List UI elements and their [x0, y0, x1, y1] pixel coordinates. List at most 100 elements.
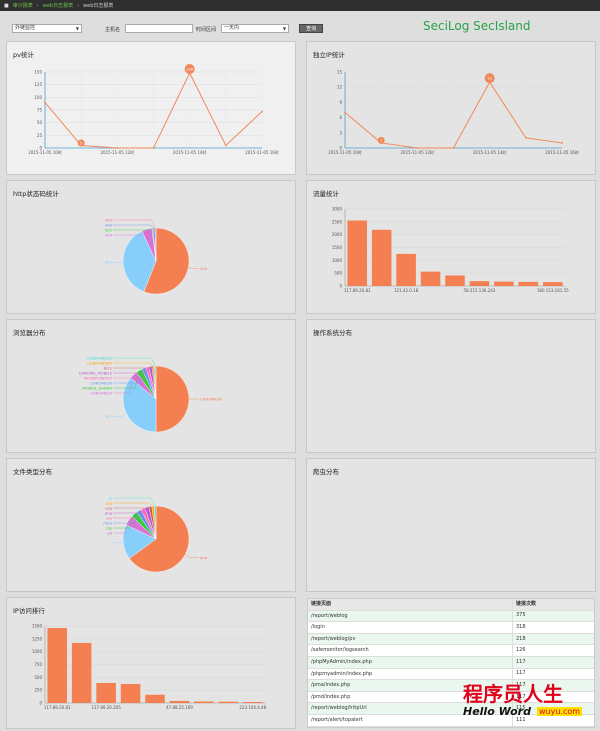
- breadcrumb-item[interactable]: web日志报表: [42, 3, 74, 9]
- x-tick-label: 47.88.25.169: [166, 705, 193, 710]
- slice-label: html: [103, 520, 112, 525]
- marker-bubble: [484, 73, 495, 84]
- os-chart: IOS9_IPHONEIOS8_IPHONEWINDOWS_XPWINDOWS_…: [307, 320, 597, 454]
- bar: [396, 253, 416, 286]
- audit-type-select[interactable]: 外链监控 ▼: [12, 24, 82, 33]
- table-row[interactable]: /report/alert/topalert 111: [308, 714, 594, 727]
- x-tick-label: 2015-11-05 12时: [401, 149, 435, 155]
- panel-title: http状态码统计: [13, 190, 59, 198]
- ip-chart: 0 3 6 9 12 15 2015-11-05 10时 2015-11-05 12时 2015…: [328, 70, 579, 156]
- bar: [243, 701, 263, 703]
- breadcrumb-item[interactable]: 审计报表: [12, 3, 33, 9]
- count-cell: 126: [516, 647, 526, 654]
- count-cell: 218: [516, 635, 526, 642]
- y-tick-label: 50: [37, 120, 43, 125]
- x-tick-label: 2015-11-05 16时: [545, 149, 579, 155]
- marker-label: 13: [487, 76, 491, 80]
- y-tick-label: 3: [339, 130, 342, 135]
- table-row[interactable]: /report/weblog/pv 218: [308, 633, 594, 646]
- slice-label: IE7: [106, 414, 113, 419]
- label-leader: [113, 412, 127, 417]
- y-tick-label: 1000: [332, 258, 343, 263]
- table-header: 链接页面 链接次数: [308, 599, 594, 611]
- y-tick-label: 1250: [32, 636, 43, 641]
- count-cell: 115: [516, 705, 526, 712]
- y-tick-label: 150: [34, 70, 42, 75]
- pie-slice: [154, 505, 157, 540]
- host-input[interactable]: [125, 24, 193, 33]
- data-point: [416, 147, 419, 149]
- x-tick-label: 58.215.136.243: [464, 288, 496, 293]
- y-tick-label: 12: [337, 85, 343, 90]
- url-cell: /login: [308, 622, 513, 633]
- chevron-down-icon: ▼: [75, 26, 79, 31]
- bar: [47, 628, 67, 703]
- table-row[interactable]: /login 318: [308, 622, 594, 634]
- data-point: [152, 147, 155, 149]
- y-tick-label: 0: [339, 284, 342, 289]
- count-cell: 318: [516, 623, 526, 630]
- y-tick-label: 9: [339, 100, 342, 105]
- range-select[interactable]: 一天内 ▼: [221, 24, 289, 33]
- label-leader: [113, 357, 156, 367]
- slice-label: QQBROWSER: [87, 355, 113, 360]
- slice-label: jpg: [105, 500, 112, 505]
- url-table: 链接页面 链接次数 /report/weblog 375/login 318/rep…: [307, 598, 595, 728]
- x-tick-label: 2015-11-05 12时: [101, 149, 135, 155]
- marker-label: 148: [186, 67, 193, 71]
- audit-type-value: 外链监控: [15, 25, 36, 31]
- chevron-right-icon: ›: [77, 2, 80, 9]
- slice-label: 499: [105, 222, 113, 227]
- slice-label: CHROME30: [90, 380, 112, 385]
- home-icon[interactable]: ■: [4, 2, 9, 9]
- panel-title: pv统计: [13, 51, 34, 59]
- slice-label: png: [105, 510, 113, 515]
- table-row[interactable]: /phpmyadmin/index.php 117: [308, 668, 594, 681]
- browser-chart: QQBROWSERUCBROWSERIE11CHROME_MOBILEMOZBR…: [79, 355, 222, 433]
- watermark-site: wuyu.com: [536, 707, 583, 716]
- table-row[interactable]: /pmd/index.php 117: [308, 691, 594, 704]
- chevron-down-icon: ▼: [282, 26, 286, 31]
- table-row[interactable]: /report/weblog/httpUrl 115: [308, 703, 594, 715]
- label-leader: [113, 502, 154, 507]
- table-row[interactable]: /pma/index.php 117: [308, 680, 594, 692]
- label-leader: [113, 370, 140, 389]
- y-tick-label: 1500: [332, 245, 343, 250]
- pie-slice: [129, 505, 190, 573]
- label-leader: [113, 510, 139, 524]
- marker-label: 1: [380, 139, 382, 143]
- column-header[interactable]: 链接页面: [308, 599, 513, 610]
- table-row[interactable]: /safemonitor/logsearch 126: [308, 645, 594, 657]
- iprank-panel: IP访问排行 0 250 500 750 1000 1250 1500 117.89.20.8…: [6, 597, 296, 729]
- bar: [145, 694, 165, 703]
- x-tick-label: 2015-11-05 10时: [328, 149, 362, 155]
- bar: [445, 275, 465, 286]
- label-leader: [113, 362, 155, 367]
- data-point: [452, 147, 455, 149]
- count-cell: 375: [516, 612, 526, 619]
- y-tick-label: 15: [337, 70, 343, 75]
- label-leader: [113, 224, 155, 229]
- y-tick-label: 6: [339, 115, 342, 120]
- bar: [371, 229, 392, 286]
- pie-slice: [143, 227, 190, 295]
- count-cell: 117: [516, 658, 526, 665]
- y-tick-label: 100: [34, 95, 42, 100]
- table-row[interactable]: /phpMyAdmin/index.php 117: [308, 656, 594, 669]
- label-leader: [113, 514, 135, 529]
- data-point: [344, 111, 346, 114]
- label-leader: [113, 228, 153, 231]
- marker-bubble: [377, 136, 385, 144]
- column-header[interactable]: 链接次数: [516, 600, 537, 607]
- query-button[interactable]: 查询: [299, 24, 323, 33]
- url-cell: /phpmyadmin/index.php: [308, 668, 513, 680]
- data-point: [524, 136, 527, 139]
- chevron-right-icon: ›: [36, 2, 39, 9]
- label-leader: [113, 368, 145, 384]
- slice-label: 302: [105, 260, 113, 265]
- panel-title: 文件类型分布: [13, 468, 52, 476]
- url-cell: /report/weblog: [308, 610, 513, 622]
- bar: [194, 701, 214, 703]
- pie-slice: [122, 230, 157, 292]
- table-row[interactable]: /report/weblog 375: [308, 610, 594, 623]
